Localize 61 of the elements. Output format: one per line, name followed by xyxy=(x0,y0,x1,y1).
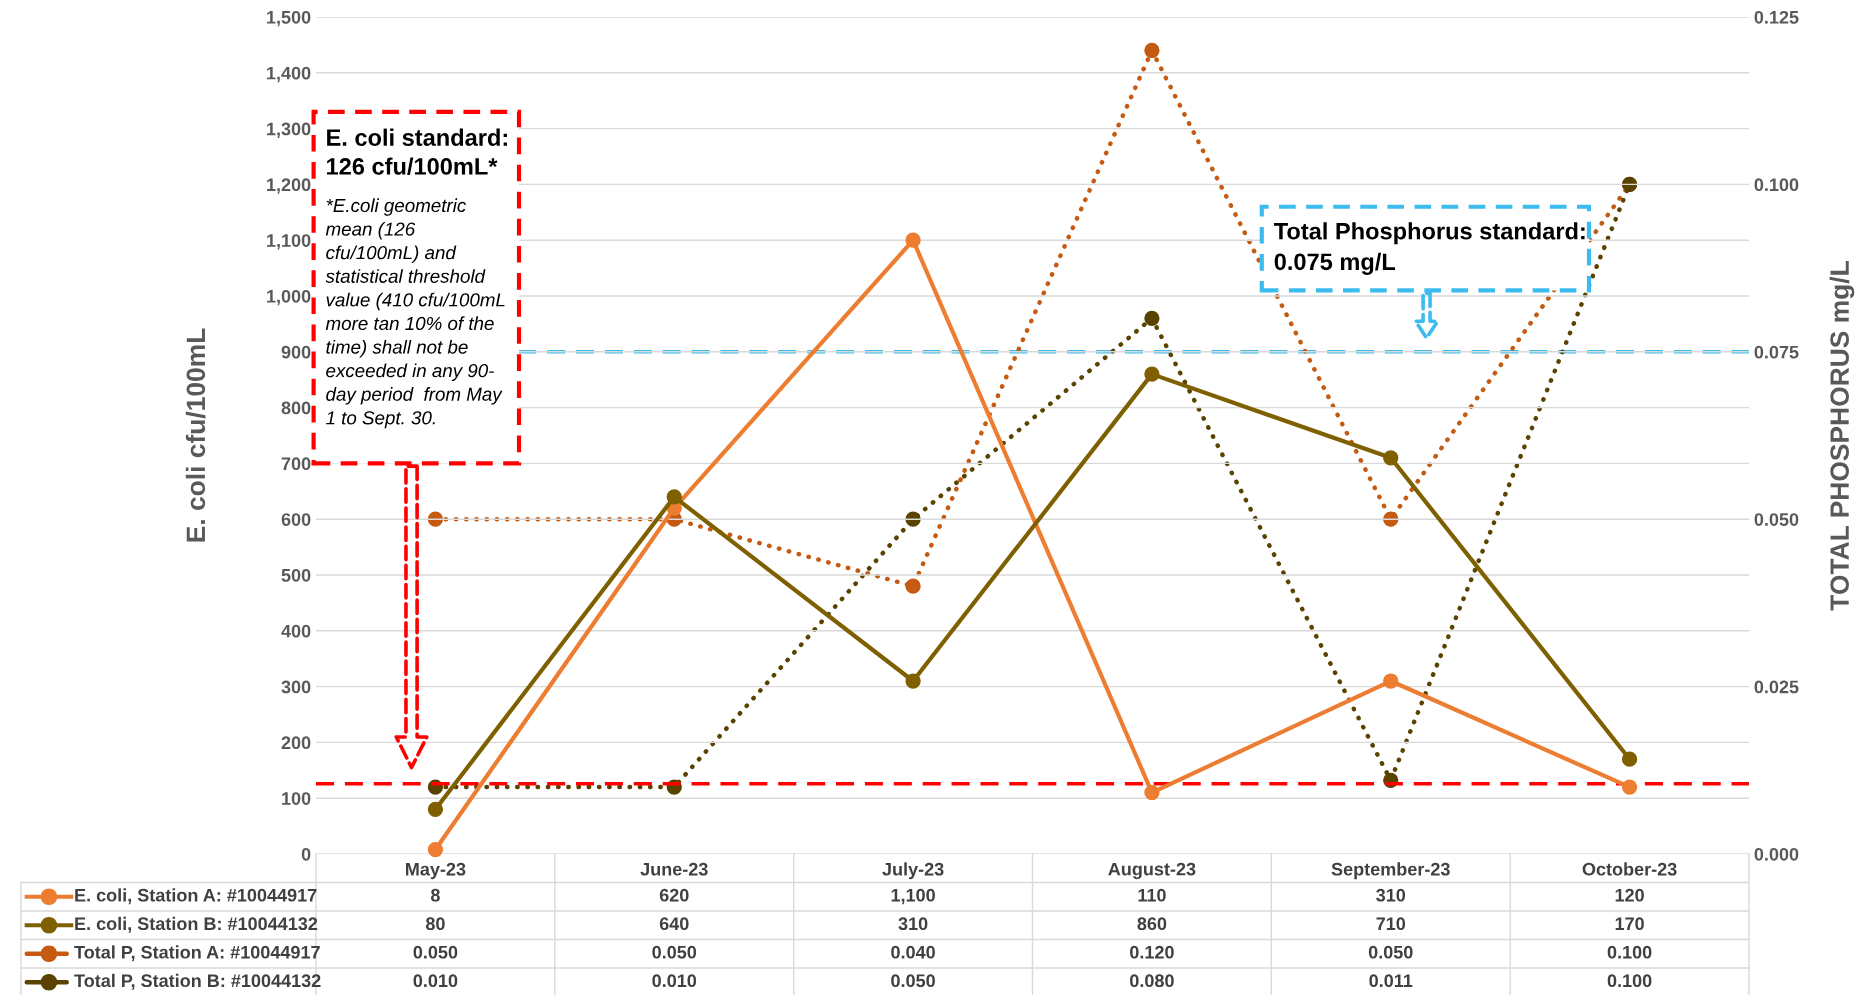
x-tick-label: May-23 xyxy=(406,862,466,880)
legend-label: E. coli, Station B: #10044132 xyxy=(75,916,318,933)
data-label: 0.050 xyxy=(652,945,697,959)
legend-label: E. coli, Station A: #10044917 xyxy=(75,888,317,905)
data-label: 0.100 xyxy=(1607,945,1652,959)
data-label: 0.050 xyxy=(1368,945,1413,959)
data-label: 310 xyxy=(898,917,928,931)
y-tick-label: 1,000 xyxy=(267,289,311,306)
y2-tick-label: 0.025 xyxy=(1754,680,1799,694)
data-label: 0.050 xyxy=(413,945,458,959)
y-tick-label: 100 xyxy=(282,792,311,805)
y-tick-label: 200 xyxy=(281,736,311,750)
data-label: 620 xyxy=(659,888,689,902)
y2-tick-label: 0.100 xyxy=(1754,178,1799,192)
data-label: 80 xyxy=(425,917,445,931)
y-tick-label: 1,200 xyxy=(267,178,311,194)
y-tick-label: 1,100 xyxy=(267,234,311,250)
y2-tick-label: 0.075 xyxy=(1754,345,1799,359)
y-tick-label: 400 xyxy=(281,624,311,638)
y-tick-label: 500 xyxy=(281,568,311,582)
x-tick-label: June-23 xyxy=(640,862,708,876)
y-axis-title: E. coli cfu/100mL xyxy=(185,328,206,542)
y-tick-label: 600 xyxy=(281,513,311,526)
annotation: E. coli standard: 126 cfu/100mL* xyxy=(327,128,507,176)
y2-axis-title: TOTAL PHOSPHORUS mg/L xyxy=(1829,261,1855,611)
y2-tick-label: 0.000 xyxy=(1754,847,1799,861)
data-label: 0.010 xyxy=(652,974,697,988)
data-label: 8 xyxy=(430,888,440,902)
y-tick-label: 1,500 xyxy=(267,10,311,27)
data-label: 1,100 xyxy=(891,888,935,905)
legend-label: Total P, Station B: #10044132 xyxy=(74,973,321,990)
x-tick-label: July-23 xyxy=(882,862,944,880)
data-label: 860 xyxy=(1137,917,1167,931)
y-tick-label: 300 xyxy=(281,680,311,694)
y-tick-label: 0 xyxy=(301,847,311,861)
x-tick-label: August-23 xyxy=(1108,862,1196,880)
y2-tick-label: 0.125 xyxy=(1754,10,1799,24)
y-tick-label: 900 xyxy=(281,345,311,359)
data-label: 170 xyxy=(1615,917,1644,931)
y2-tick-label: 0.050 xyxy=(1754,513,1799,526)
x-tick-label: September-23 xyxy=(1331,862,1450,880)
data-label: 710 xyxy=(1376,917,1406,931)
data-label: 0.100 xyxy=(1607,974,1652,988)
data-label: 110 xyxy=(1138,888,1166,902)
y-tick-label: 800 xyxy=(281,401,311,415)
data-label: 0.011 xyxy=(1369,974,1413,988)
legend-label: Total P, Station A: #10044917 xyxy=(74,945,320,962)
y-tick-label: 700 xyxy=(281,457,311,471)
data-label: 0.120 xyxy=(1130,945,1174,959)
data-label: 0.010 xyxy=(413,974,458,988)
data-label: 0.040 xyxy=(891,945,935,959)
x-tick-label: October-23 xyxy=(1582,862,1677,876)
data-label: 310 xyxy=(1376,888,1406,902)
data-label: 0.050 xyxy=(891,974,935,988)
text: *E.coli geometric mean (126 cfu/100mL) and statistical threshold value (410 cfu/100mL more tan 10% of the time) shall not be exceeded in any 90- day period from May 1 to Sept. 30. xyxy=(325,198,505,429)
y-tick-label: 1,400 xyxy=(267,66,311,83)
y-tick-label: 1,300 xyxy=(267,122,311,138)
data-label: 640 xyxy=(659,917,689,931)
data-label: 120 xyxy=(1615,888,1644,902)
annotation: Total Phosphorus standard: 0.075 mg/L xyxy=(1273,222,1585,275)
data-label: 0.080 xyxy=(1130,974,1174,988)
